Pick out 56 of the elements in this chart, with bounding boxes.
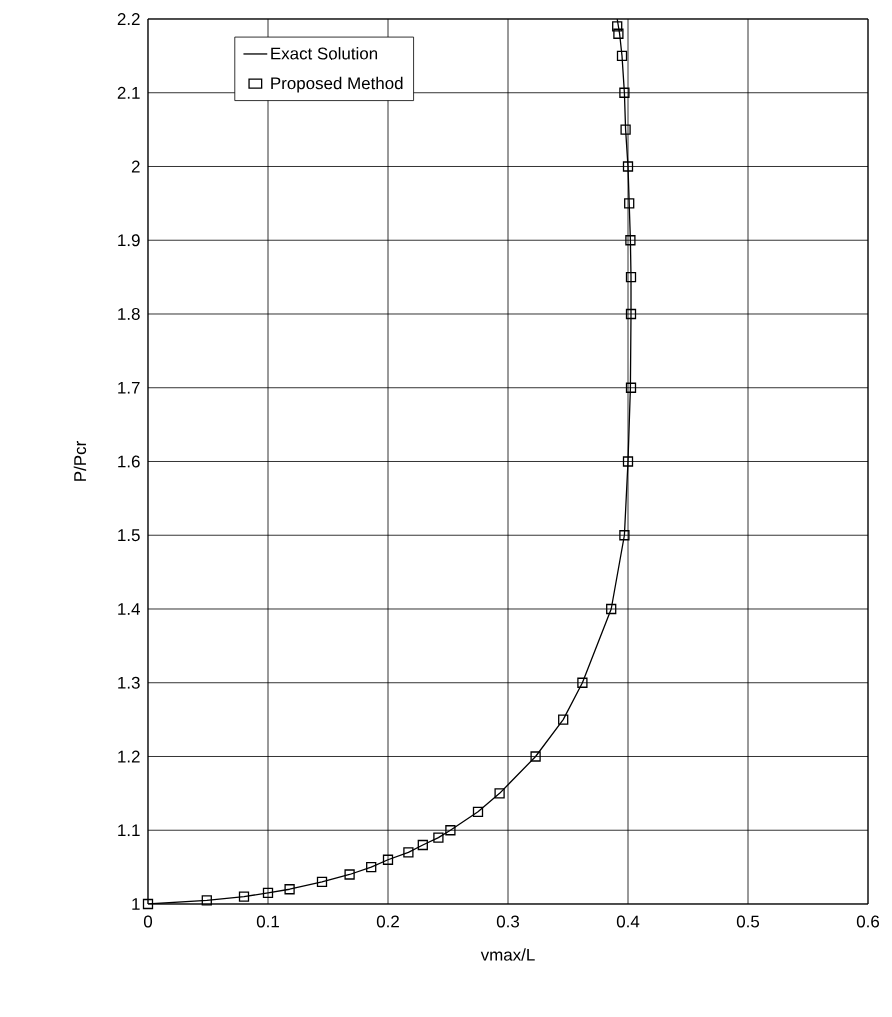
y-tick-label: 1.6 (118, 455, 140, 468)
point (613, 28, 624, 39)
point (201, 895, 212, 906)
point (472, 806, 484, 817)
y-tick-label: 1.2 (118, 750, 140, 763)
point (625, 308, 637, 320)
y-tick-label: 1.1 (118, 824, 140, 837)
point (625, 235, 636, 246)
y-tick-label: 2.2 (117, 13, 140, 25)
point (622, 456, 634, 467)
point (433, 832, 444, 843)
point (619, 87, 630, 98)
point (616, 50, 628, 62)
legend-label: Proposed Method (271, 76, 403, 93)
y-tick-label: 1.7 (118, 381, 140, 394)
x-tick-label: 0 (143, 915, 153, 928)
point (494, 788, 505, 799)
point (262, 887, 274, 899)
y-tick-label: 2 (131, 160, 140, 173)
point (238, 891, 250, 902)
point (625, 382, 637, 393)
point (606, 603, 617, 615)
point (619, 530, 630, 541)
point (417, 839, 428, 851)
point (284, 884, 295, 895)
point (620, 124, 631, 135)
x-tick-label: 0.1 (256, 915, 279, 928)
point (403, 847, 414, 858)
y-tick-label: 1 (132, 898, 140, 910)
point (366, 861, 377, 873)
legend-label: Exact Solution (271, 47, 378, 60)
x-tick-label: 0.2 (376, 915, 399, 928)
x-axis-title: vmax/L (480, 948, 535, 961)
point (577, 677, 588, 688)
point (530, 751, 541, 762)
y-tick-label: 1.3 (118, 676, 140, 689)
point (142, 898, 154, 910)
x-tick-label: 0.3 (496, 915, 520, 928)
point (445, 825, 456, 836)
y-tick-label: 1.8 (118, 307, 140, 320)
y-tick-label: 2.1 (117, 86, 140, 99)
y-axis-title: P/Pcr (73, 441, 87, 481)
point (316, 876, 328, 888)
y-tick-label: 1.4 (118, 603, 140, 615)
y-tick-label: 1.9 (118, 234, 140, 247)
x-tick-label: 0.5 (736, 915, 760, 928)
point (625, 271, 637, 283)
x-tick-label: 0.4 (616, 915, 640, 928)
point (622, 161, 634, 172)
point (612, 21, 623, 32)
x-tick-label: 0.6 (856, 915, 880, 928)
point (558, 714, 569, 725)
point (624, 198, 635, 209)
y-tick-label: 1.5 (118, 529, 140, 542)
point (382, 854, 394, 865)
point (344, 869, 355, 880)
